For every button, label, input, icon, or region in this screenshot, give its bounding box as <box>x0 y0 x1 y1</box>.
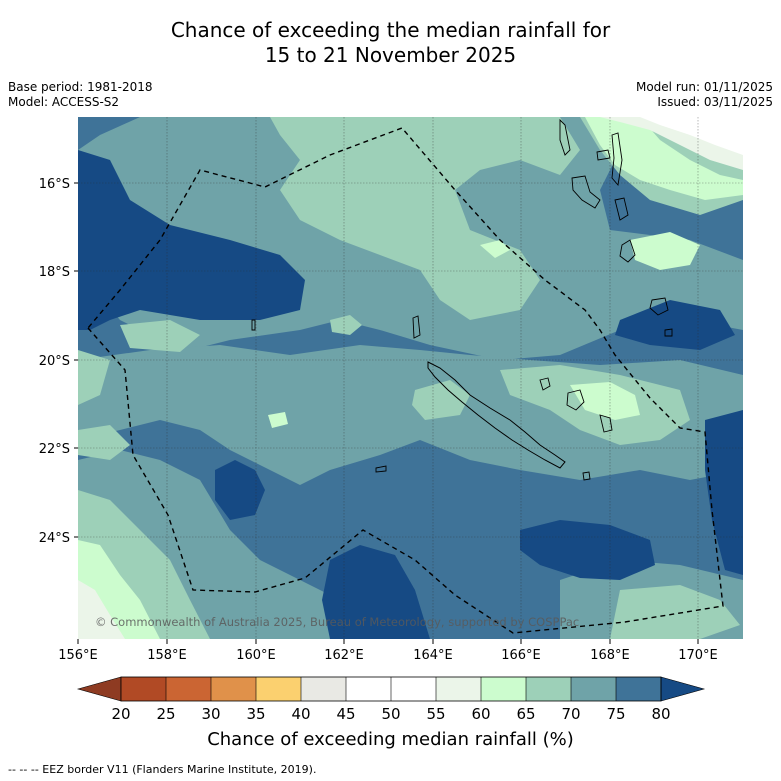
colorbar-50-55 <box>391 677 436 701</box>
lat-label: 20°S <box>39 354 70 369</box>
vanuatu-island-3 <box>611 132 623 187</box>
region-55-60-vanuatu <box>630 232 700 270</box>
colorbar-lt20 <box>76 676 122 702</box>
region-gt80-ne <box>615 300 735 350</box>
region-60-65-west2 <box>78 425 130 460</box>
region-gt80-northwest <box>78 150 305 330</box>
colorbar-tick: 50 <box>381 705 400 723</box>
model-text: Model: ACCESS-S2 <box>8 95 120 109</box>
graticule <box>78 117 743 639</box>
lat-label: 24°S <box>39 531 70 546</box>
meta-right: Model run: 01/11/2025 Issued: 03/11/2025 <box>636 80 773 110</box>
isle-of-pines <box>582 471 591 481</box>
loyalty-island-1 <box>539 377 551 391</box>
lon-label: 168°E <box>590 648 630 663</box>
vanuatu-island-5 <box>614 197 629 221</box>
chart-title: Chance of exceeding the median rainfall … <box>0 18 781 68</box>
colorbar-tick: 60 <box>471 705 490 723</box>
vanuatu-island-7 <box>649 297 669 316</box>
region-60-65-west <box>78 350 110 405</box>
chesterfield-island <box>412 315 421 339</box>
colorbar-55-60 <box>436 677 481 701</box>
model-run-text: Model run: 01/11/2025 <box>635 80 773 94</box>
region-60-65-centre <box>412 380 470 420</box>
loyalty-island-2 <box>566 389 585 411</box>
title-line-2: 15 to 21 November 2025 <box>264 43 517 67</box>
region-60-65-small-1 <box>120 320 200 352</box>
axis-ticks <box>74 182 699 644</box>
region-60-65-northcentre <box>270 117 580 320</box>
vanuatu-island-2 <box>596 149 611 161</box>
vanuatu-island-6 <box>619 239 636 263</box>
region-lt50-ne <box>640 117 743 155</box>
colorbar-gt80 <box>660 676 706 702</box>
colorbar-tick: 65 <box>516 705 535 723</box>
region-gt80-southeast <box>520 520 655 580</box>
colorbar-tick: 80 <box>651 705 670 723</box>
lon-label: 158°E <box>147 648 187 663</box>
colorbar-30-35 <box>211 677 256 701</box>
colorbar-45-50 <box>346 677 391 701</box>
vanuatu-island-4 <box>571 175 601 209</box>
region-55-60-east <box>570 382 640 420</box>
colorbar-tick: 20 <box>111 705 130 723</box>
region-60-65-small-2 <box>330 315 362 335</box>
colorbar-tick: 70 <box>561 705 580 723</box>
lon-label: 156°E <box>58 648 98 663</box>
colorbar-20-25 <box>121 677 166 701</box>
small-reef-1 <box>251 319 256 331</box>
lon-label: 166°E <box>501 648 541 663</box>
colorbar-65-70 <box>526 677 571 701</box>
loyalty-island-3 <box>599 414 613 433</box>
lon-labels: 156°E 158°E 160°E 162°E 164°E 166°E 168°… <box>58 648 718 663</box>
region-50-55-sw <box>78 580 125 639</box>
issued-text: Issued: 03/11/2025 <box>657 95 773 109</box>
colorbar-70-75 <box>571 677 616 701</box>
title-line-1: Chance of exceeding the median rainfall … <box>170 18 611 42</box>
colorbar-tick: 55 <box>426 705 445 723</box>
vanuatu-island-1 <box>559 118 571 156</box>
base-period-text: Base period: 1981-2018 <box>8 80 153 94</box>
lat-label: 18°S <box>39 265 70 280</box>
colorbar-tick: 30 <box>201 705 220 723</box>
colorbar-tick: 75 <box>606 705 625 723</box>
region-55-60-ne <box>585 117 743 200</box>
lon-label: 164°E <box>413 648 453 663</box>
colorbar-tick: 35 <box>246 705 265 723</box>
lon-label: 160°E <box>236 648 276 663</box>
colorbar-tick: 25 <box>156 705 175 723</box>
region-55-60-small <box>480 240 510 258</box>
colorbar-tick-labels: 20 25 30 35 40 45 50 55 60 65 70 75 80 <box>111 705 670 723</box>
colorbar-dividers <box>165 677 617 701</box>
copyright-text: © Commonwealth of Australia 2025, Bureau… <box>95 615 579 629</box>
region-55-60-small-2 <box>268 412 288 428</box>
colorbar-tick: 40 <box>291 705 310 723</box>
colorbar-35-40 <box>256 677 301 701</box>
meta-left: Base period: 1981-2018 Model: ACCESS-S2 <box>8 80 153 110</box>
new-caledonia-coast <box>427 361 566 469</box>
rainfall-map-area <box>78 117 743 639</box>
small-reef-2 <box>375 465 387 473</box>
region-gt80-south <box>322 545 430 639</box>
colorbar: 20 25 30 35 40 45 50 55 60 65 70 75 80 <box>76 676 706 723</box>
lon-label: 170°E <box>678 648 718 663</box>
region-gt80-east <box>705 410 743 575</box>
region-60-65-south-right <box>610 585 740 639</box>
region-gt80-centre <box>215 460 265 520</box>
eez-footnote: -- -- -- EEZ border V11 (Flanders Marine… <box>8 763 317 776</box>
lat-labels: 16°S 18°S 20°S 22°S 24°S <box>39 177 70 546</box>
colorbar-25-30 <box>166 677 211 701</box>
colorbar-tick: 45 <box>336 705 355 723</box>
vanuatu-island-8 <box>664 328 673 337</box>
lon-label: 162°E <box>324 648 364 663</box>
colorbar-75-80 <box>616 677 661 701</box>
colorbar-60-65 <box>481 677 526 701</box>
colorbar-40-45 <box>301 677 346 701</box>
lat-label: 22°S <box>39 442 70 457</box>
lat-label: 16°S <box>39 177 70 192</box>
colorbar-label: Chance of exceeding median rainfall (%) <box>207 729 574 750</box>
